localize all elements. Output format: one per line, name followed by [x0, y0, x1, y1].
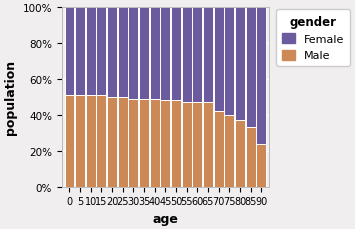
Bar [256, 144, 266, 187]
Bar [139, 99, 149, 187]
Bar [192, 8, 202, 103]
Bar [182, 103, 192, 187]
Bar [214, 112, 224, 187]
Bar [150, 99, 160, 187]
Legend: Female, Male: Female, Male [277, 10, 350, 67]
Bar [86, 96, 95, 187]
Bar [150, 8, 160, 99]
Bar [192, 103, 202, 187]
Bar [65, 8, 74, 96]
Bar [129, 8, 138, 99]
Bar [118, 97, 128, 187]
Bar [246, 8, 256, 128]
Bar [160, 101, 170, 187]
Y-axis label: population: population [4, 60, 17, 135]
Bar [129, 99, 138, 187]
Bar [235, 8, 245, 121]
Bar [65, 96, 74, 187]
Bar [203, 103, 213, 187]
Bar [107, 8, 117, 97]
Bar [118, 8, 128, 97]
Bar [224, 8, 234, 115]
Bar [171, 101, 181, 187]
Bar [75, 8, 85, 96]
Bar [235, 121, 245, 187]
Bar [224, 115, 234, 187]
Bar [256, 8, 266, 144]
Bar [139, 8, 149, 99]
Bar [214, 8, 224, 112]
X-axis label: age: age [152, 212, 178, 225]
Bar [107, 97, 117, 187]
Bar [171, 8, 181, 101]
Bar [86, 8, 95, 96]
Bar [160, 8, 170, 101]
Bar [246, 128, 256, 187]
Bar [203, 8, 213, 103]
Bar [75, 96, 85, 187]
Bar [97, 96, 106, 187]
Bar [97, 8, 106, 96]
Bar [182, 8, 192, 103]
